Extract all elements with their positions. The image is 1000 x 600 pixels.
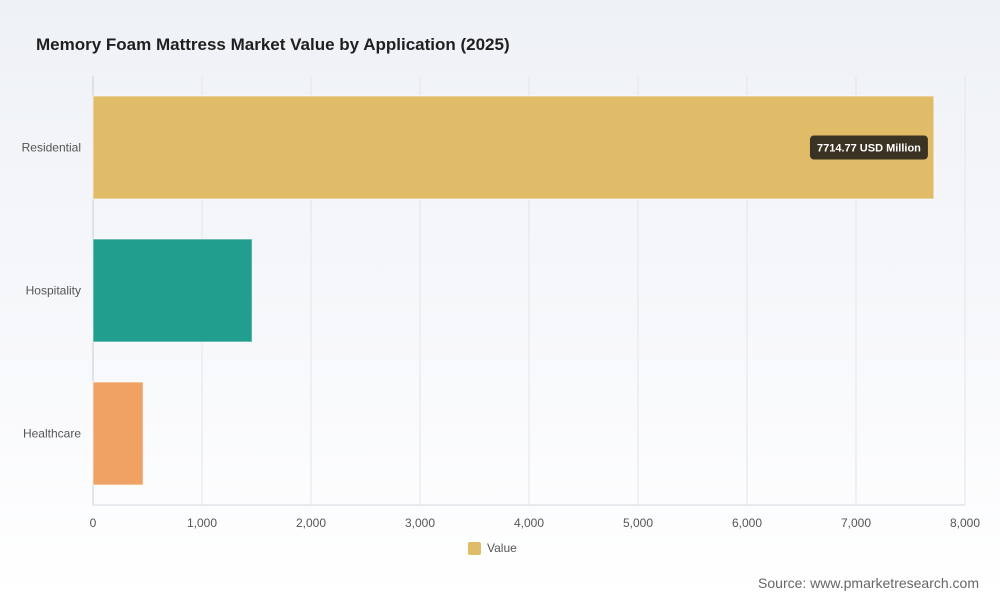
category-label: Residential: [22, 141, 81, 155]
source-note: Source: www.pmarketresearch.com: [758, 575, 979, 591]
bar-residential: [92, 95, 935, 200]
x-tick-label: 2,000: [296, 516, 326, 530]
x-tick-label: 1,000: [187, 516, 217, 530]
legend-label: Value: [487, 541, 517, 555]
category-label: Hospitality: [26, 284, 81, 298]
x-tick-label: 6,000: [732, 516, 762, 530]
annotation-text: 7714.77 USD Million: [817, 143, 921, 155]
bar-healthcare: [92, 381, 144, 486]
x-tick-label: 3,000: [405, 516, 435, 530]
legend[interactable]: Value: [468, 541, 517, 555]
chart-title: Memory Foam Mattress Market Value by App…: [36, 35, 510, 54]
x-tick-label: 4,000: [514, 516, 544, 530]
x-tick-label: 5,000: [623, 516, 653, 530]
y-axis-categories: Residential Hospitality Healthcare: [22, 141, 82, 441]
category-label: Healthcare: [23, 427, 81, 441]
x-tick-label: 0: [90, 516, 97, 530]
x-tick-label: 8,000: [950, 516, 980, 530]
annotation-layer: 7714.77 USD Million: [809, 135, 928, 160]
annotation-box: [809, 135, 928, 160]
legend-swatch: [468, 541, 481, 555]
bar-hospitality: [92, 238, 253, 343]
bars-layer: [92, 95, 935, 486]
x-tick-label: 7,000: [841, 516, 871, 530]
x-axis-ticks: 0 1,000 2,000 3,000 4,000 5,000 6,000 7,000 8,00…: [90, 516, 981, 530]
value-annotation: 7714.77 USD Million: [809, 135, 928, 160]
